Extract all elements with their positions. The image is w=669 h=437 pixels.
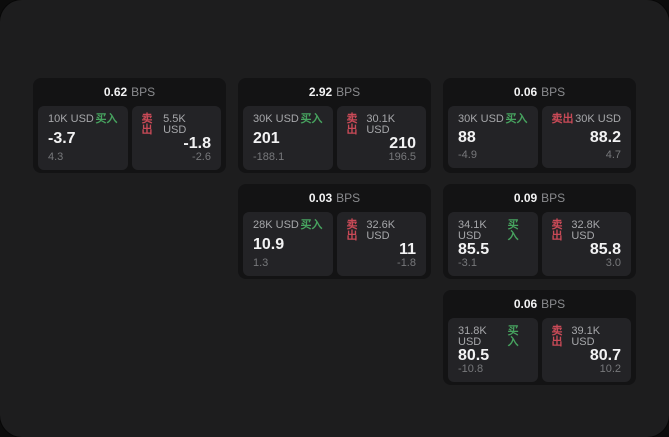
buy-price: 10.9 xyxy=(253,235,285,253)
bps-unit-label: BPS xyxy=(131,85,156,99)
sell-amount: 5.5K USD xyxy=(163,113,187,136)
buy-panel[interactable]: 31.8K USD 买入 80.5 -10.8 xyxy=(448,318,538,382)
bps-header: 0.09 BPS xyxy=(443,184,636,212)
buy-side-label: 买入 xyxy=(300,113,323,125)
buy-price: 201 xyxy=(253,129,280,147)
quote-card-6: 0.06 BPS 31.8K USD 买入 80.5 -10.8 卖出 39.1… xyxy=(443,290,636,385)
bps-header: 0.06 BPS xyxy=(443,78,636,106)
buy-amount: 30K USD xyxy=(458,113,504,125)
sell-amount: 30.1K USD xyxy=(366,113,396,136)
sell-panel[interactable]: 卖出 30K USD 88.2 4.7 xyxy=(541,106,631,168)
buy-side-label: 买入 xyxy=(507,219,519,242)
bps-value: 0.06 xyxy=(513,85,538,99)
buy-sub-value: -188.1 xyxy=(253,151,285,163)
sell-amount: 30K USD xyxy=(575,113,621,125)
sell-price: 11 xyxy=(399,241,416,258)
buy-sub-value: 4.3 xyxy=(48,151,64,163)
bps-value: 0.06 xyxy=(513,297,538,311)
bps-value: 2.92 xyxy=(308,85,333,99)
sell-side-label: 卖出 xyxy=(551,325,563,348)
sell-sub-value: 3.0 xyxy=(605,257,621,269)
buy-sub-value: -4.9 xyxy=(458,149,477,161)
bps-unit-label: BPS xyxy=(336,191,361,205)
sell-price: 80.7 xyxy=(589,347,621,364)
buy-amount: 30K USD xyxy=(253,113,299,125)
bps-value: 0.09 xyxy=(513,191,538,205)
quote-card-3: 0.06 BPS 30K USD 买入 88 -4.9 卖出 30K USD xyxy=(443,78,636,173)
sell-panel[interactable]: 卖出 5.5K USD -1.8 -2.6 xyxy=(131,106,221,170)
buy-panel[interactable]: 34.1K USD 买入 85.5 -3.1 xyxy=(448,212,538,276)
bps-value: 0.62 xyxy=(103,85,128,99)
buy-amount: 10K USD xyxy=(48,113,94,125)
sell-sub-value: 196.5 xyxy=(388,151,416,163)
buy-amount: 31.8K USD xyxy=(458,325,487,348)
bps-unit-label: BPS xyxy=(541,297,566,311)
buy-side-label: 买入 xyxy=(95,113,118,125)
buy-price: 88 xyxy=(458,128,476,146)
sell-sub-value: 4.7 xyxy=(605,149,621,161)
bps-unit-label: BPS xyxy=(541,85,566,99)
sell-side-label: 卖出 xyxy=(551,219,563,242)
bps-header: 0.03 BPS xyxy=(238,184,431,212)
sell-price: 88.2 xyxy=(589,128,621,146)
buy-panel[interactable]: 30K USD 买入 201 -188.1 xyxy=(243,106,333,170)
buy-panel[interactable]: 30K USD 买入 88 -4.9 xyxy=(448,106,538,168)
bps-header: 2.92 BPS xyxy=(238,78,431,106)
bps-value: 0.03 xyxy=(308,191,333,205)
buy-side-label: 买入 xyxy=(507,325,519,348)
sell-side-label: 卖出 xyxy=(346,113,358,136)
buy-amount: 34.1K USD xyxy=(458,219,487,242)
sell-price: 85.8 xyxy=(589,241,621,258)
sell-sub-value: 10.2 xyxy=(599,363,621,375)
sell-panel[interactable]: 卖出 39.1K USD 80.7 10.2 xyxy=(541,318,631,382)
buy-panel[interactable]: 28K USD 买入 10.9 1.3 xyxy=(243,212,333,276)
buy-sub-value: -3.1 xyxy=(458,257,477,269)
bps-header: 0.62 BPS xyxy=(33,78,226,106)
quote-card-1: 0.62 BPS 10K USD 买入 -3.7 4.3 卖出 5.5K USD xyxy=(33,78,226,173)
sell-sub-value: -2.6 xyxy=(192,151,211,163)
sell-panel[interactable]: 卖出 32.8K USD 85.8 3.0 xyxy=(541,212,631,276)
bps-unit-label: BPS xyxy=(336,85,361,99)
buy-sub-value: 1.3 xyxy=(253,257,269,269)
bps-header: 0.06 BPS xyxy=(443,290,636,318)
buy-amount: 28K USD xyxy=(253,219,299,231)
sell-panel[interactable]: 卖出 32.6K USD 11 -1.8 xyxy=(336,212,426,276)
bps-unit-label: BPS xyxy=(541,191,566,205)
sell-price: 210 xyxy=(389,135,416,152)
quote-card-2: 2.92 BPS 30K USD 买入 201 -188.1 卖出 30.1K … xyxy=(238,78,431,173)
sell-amount: 32.6K USD xyxy=(366,219,396,242)
buy-side-label: 买入 xyxy=(505,113,528,125)
sell-amount: 32.8K USD xyxy=(571,219,601,242)
sell-amount: 39.1K USD xyxy=(571,325,601,348)
quote-card-4: 0.03 BPS 28K USD 买入 10.9 1.3 卖出 32.6K US… xyxy=(238,184,431,279)
sell-sub-value: -1.8 xyxy=(397,257,416,269)
quote-card-5: 0.09 BPS 34.1K USD 买入 85.5 -3.1 卖出 32.8K… xyxy=(443,184,636,279)
sell-side-label: 卖出 xyxy=(346,219,358,242)
buy-price: -3.7 xyxy=(48,129,76,147)
quote-cards-grid: 0.62 BPS 10K USD 买入 -3.7 4.3 卖出 5.5K USD xyxy=(33,78,636,385)
buy-side-label: 买入 xyxy=(300,219,323,231)
sell-side-label: 卖出 xyxy=(141,113,153,136)
sell-price: -1.8 xyxy=(183,135,211,152)
buy-sub-value: -10.8 xyxy=(458,363,484,375)
buy-price: 80.5 xyxy=(458,347,490,364)
sell-panel[interactable]: 卖出 30.1K USD 210 196.5 xyxy=(336,106,426,170)
buy-panel[interactable]: 10K USD 买入 -3.7 4.3 xyxy=(38,106,128,170)
sell-side-label: 卖出 xyxy=(551,113,574,125)
buy-price: 85.5 xyxy=(458,241,490,258)
